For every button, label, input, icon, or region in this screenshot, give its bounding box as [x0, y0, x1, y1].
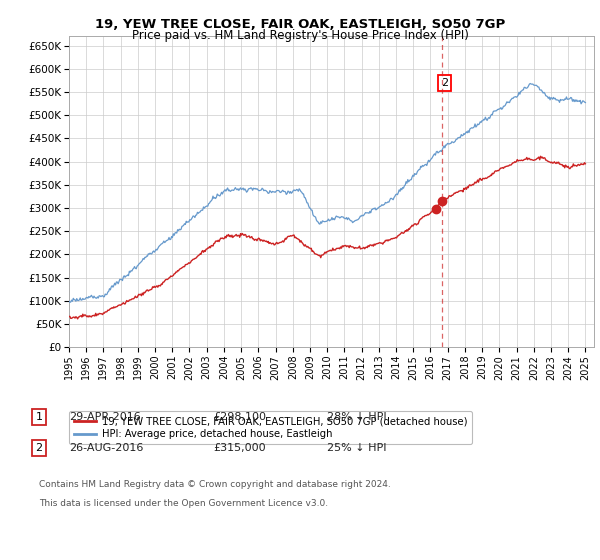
Text: 25% ↓ HPI: 25% ↓ HPI	[327, 443, 386, 453]
Text: 28% ↓ HPI: 28% ↓ HPI	[327, 412, 386, 422]
Text: 2: 2	[35, 443, 43, 453]
Text: 29-APR-2016: 29-APR-2016	[69, 412, 141, 422]
Text: £315,000: £315,000	[213, 443, 266, 453]
Text: £298,100: £298,100	[213, 412, 266, 422]
Text: This data is licensed under the Open Government Licence v3.0.: This data is licensed under the Open Gov…	[39, 500, 328, 508]
Text: 2: 2	[440, 78, 448, 88]
Text: 19, YEW TREE CLOSE, FAIR OAK, EASTLEIGH, SO50 7GP: 19, YEW TREE CLOSE, FAIR OAK, EASTLEIGH,…	[95, 18, 505, 31]
Text: Price paid vs. HM Land Registry's House Price Index (HPI): Price paid vs. HM Land Registry's House …	[131, 29, 469, 42]
Legend: 19, YEW TREE CLOSE, FAIR OAK, EASTLEIGH, SO50 7GP (detached house), HPI: Average: 19, YEW TREE CLOSE, FAIR OAK, EASTLEIGH,…	[69, 411, 472, 444]
Text: Contains HM Land Registry data © Crown copyright and database right 2024.: Contains HM Land Registry data © Crown c…	[39, 480, 391, 489]
Text: 26-AUG-2016: 26-AUG-2016	[69, 443, 143, 453]
Text: 1: 1	[35, 412, 43, 422]
